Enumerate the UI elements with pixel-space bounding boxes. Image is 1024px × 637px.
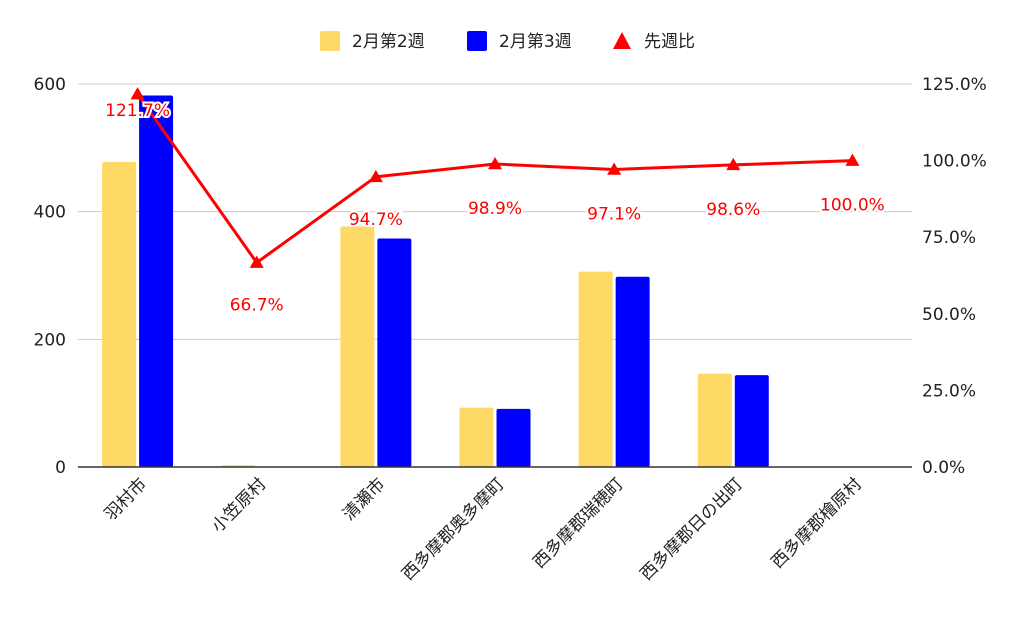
- line-data-label: 98.9%: [468, 199, 522, 219]
- left-axis-tick-label: 0: [55, 458, 66, 478]
- right-axis-tick-label: 75.0%: [922, 228, 976, 248]
- line-marker: [607, 162, 622, 175]
- right-axis: 0.0% 25.0% 50.0% 75.0% 100.0% 125.0%: [922, 75, 987, 478]
- line-marker: [130, 87, 145, 100]
- x-axis-tick-label: 清瀬市: [339, 474, 389, 524]
- x-axis-tick-label: 西多摩郡奥多摩町: [398, 474, 508, 584]
- bar-2: [377, 238, 412, 467]
- legend-label: 2月第3週: [499, 32, 572, 52]
- bar-1: [102, 161, 137, 468]
- line-data-label: 98.6%: [706, 200, 760, 220]
- legend-label: 2月第2週: [352, 32, 425, 52]
- left-axis: 0 200 400 600: [34, 75, 66, 478]
- legend-label: 先週比: [644, 32, 695, 52]
- right-axis-tick-label: 50.0%: [922, 305, 976, 325]
- line-marker: [249, 255, 264, 268]
- line-data-label: 121.7%: [105, 101, 170, 121]
- bar-2: [496, 408, 531, 467]
- x-axis-tick-label: 西多摩郡瑞穂町: [529, 474, 627, 572]
- line-path: [136, 93, 853, 265]
- line-series: [130, 87, 860, 268]
- line-data-label: 66.7%: [230, 296, 284, 316]
- bar-1: [697, 373, 732, 467]
- right-axis-tick-label: 0.0%: [922, 458, 965, 478]
- line-data-label: 97.1%: [587, 204, 641, 224]
- x-axis-tick-label: 小笠原村: [208, 474, 270, 536]
- bar-2: [139, 95, 174, 468]
- bars: [102, 95, 769, 468]
- gridlines: [78, 83, 912, 340]
- line-marker: [488, 156, 502, 170]
- line-marker: [368, 169, 383, 183]
- bar-2: [615, 276, 650, 467]
- legend-swatch: [467, 31, 487, 51]
- x-axis-tick-label: 羽村市: [101, 474, 151, 524]
- bar-1: [340, 226, 375, 467]
- line-data-label: 100.0%: [820, 196, 885, 216]
- line-data-labels: 121.7% 66.7% 94.7% 98.9% 97.1% 98.6% 100.0%: [103, 99, 887, 318]
- line-marker: [845, 153, 860, 166]
- bar-1: [459, 407, 494, 467]
- line-marker: [726, 157, 741, 171]
- line-data-label: 94.7%: [349, 210, 403, 230]
- bar-1: [578, 271, 613, 467]
- left-axis-tick-label: 200: [34, 330, 66, 350]
- right-axis-tick-label: 125.0%: [922, 75, 987, 95]
- legend: 2月第2週 2月第3週 先週比: [320, 31, 695, 52]
- legend-swatch: [320, 31, 340, 51]
- right-axis-tick-label: 25.0%: [922, 381, 976, 401]
- x-axis: 羽村市 小笠原村 清瀬市 西多摩郡奥多摩町 西多摩郡瑞穂町 西多摩郡日の出町 西多摩郡檜原村: [101, 474, 866, 585]
- x-axis-tick-label: 西多摩郡日の出町: [637, 474, 747, 584]
- left-axis-tick-label: 400: [34, 203, 66, 223]
- legend-marker: [613, 32, 631, 49]
- right-axis-tick-label: 100.0%: [922, 152, 987, 172]
- x-axis-tick-label: 西多摩郡檜原村: [767, 474, 866, 573]
- bar-2: [734, 375, 769, 467]
- left-axis-tick-label: 600: [34, 75, 66, 95]
